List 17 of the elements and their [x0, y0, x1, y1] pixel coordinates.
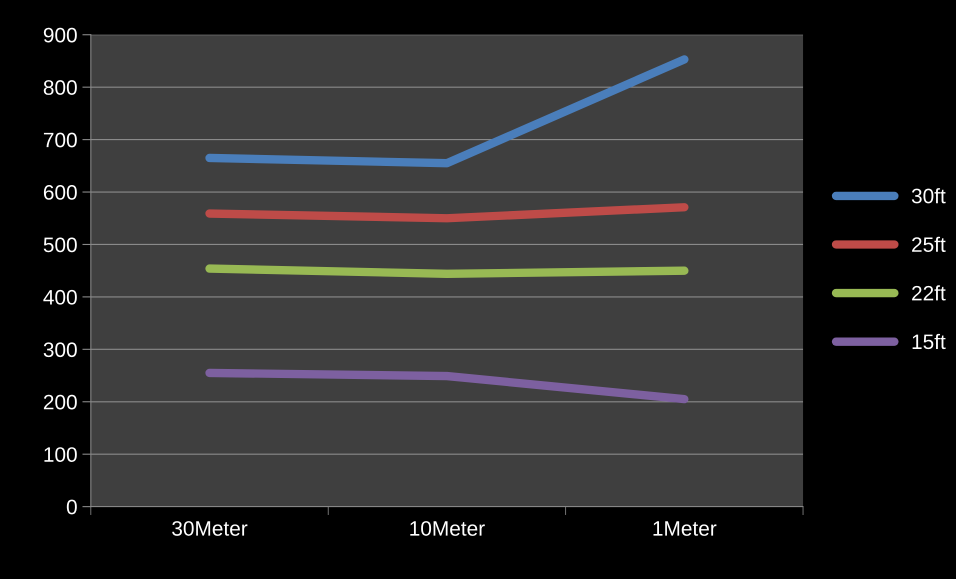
y-tick-label: 200 [44, 394, 77, 410]
legend-label: 22ft [912, 285, 946, 301]
y-tick-label: 100 [44, 447, 77, 462]
y-tick-label: 800 [44, 80, 77, 95]
legend-label: 15ft [912, 334, 946, 350]
y-tick-label: 300 [44, 342, 77, 358]
y-tick-label: 600 [44, 185, 77, 200]
legend-label: 25ft [912, 236, 946, 252]
y-tick-label: 400 [43, 290, 77, 305]
y-tick-label: 0 [66, 500, 77, 514]
y-tick-label: 900 [44, 28, 77, 42]
y-tick-label: 500 [44, 237, 77, 252]
x-tick-label: 10Meter [410, 521, 485, 536]
x-tick-label: 1Meter [654, 521, 716, 536]
legend-label: 30ft [912, 188, 946, 204]
x-tick-label: 30Meter [172, 521, 248, 536]
y-tick-label: 700 [44, 132, 77, 148]
